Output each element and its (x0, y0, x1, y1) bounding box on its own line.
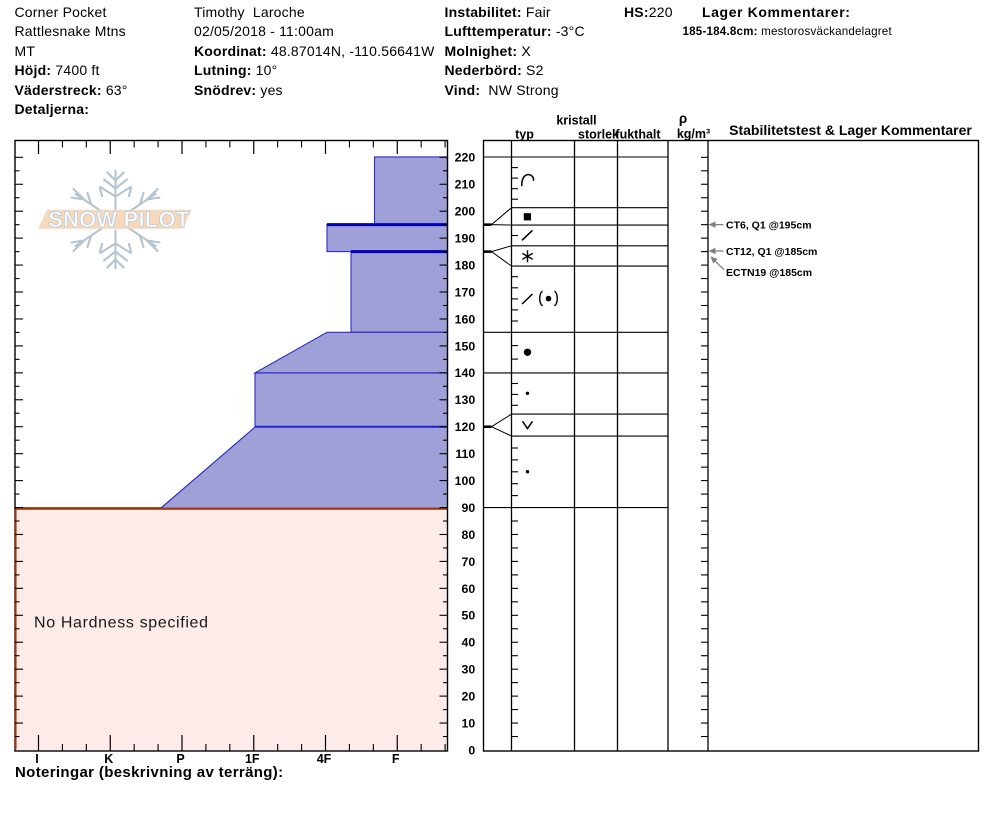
svg-text:90: 90 (462, 501, 476, 515)
svg-text:CT6, Q1 @195cm: CT6, Q1 @195cm (726, 220, 812, 232)
svg-text:220: 220 (455, 151, 476, 165)
svg-text:4F: 4F (317, 752, 332, 766)
svg-text:180: 180 (455, 258, 476, 272)
svg-text:80: 80 (462, 528, 476, 542)
svg-text:190: 190 (455, 232, 476, 246)
svg-text:ECTN19 @185cm: ECTN19 @185cm (726, 267, 812, 279)
svg-text:140: 140 (455, 366, 476, 380)
svg-text:150: 150 (455, 339, 476, 353)
svg-text:kg/m³: kg/m³ (677, 127, 710, 141)
svg-text:typ: typ (515, 128, 534, 142)
svg-text:30: 30 (462, 663, 476, 677)
svg-text:0: 0 (468, 743, 475, 757)
svg-text:1F: 1F (245, 752, 260, 766)
svg-text:fukthalt: fukthalt (615, 128, 661, 142)
svg-text:Stabilitetstest & Lager Kommen: Stabilitetstest & Lager Kommentarer (729, 122, 972, 138)
svg-text:110: 110 (455, 447, 475, 461)
svg-text:210: 210 (455, 178, 476, 192)
svg-text:170: 170 (455, 285, 476, 299)
svg-text:K: K (104, 752, 113, 766)
svg-text:storlek: storlek (578, 128, 619, 142)
svg-text:100: 100 (455, 474, 476, 488)
svg-text:160: 160 (455, 312, 476, 326)
svg-text:60: 60 (462, 582, 476, 596)
svg-text:20: 20 (462, 690, 476, 704)
svg-text:200: 200 (455, 205, 476, 219)
svg-text:kristall: kristall (556, 114, 596, 128)
svg-text:40: 40 (462, 636, 476, 650)
svg-text:I: I (35, 752, 38, 766)
svg-text:10: 10 (462, 716, 476, 730)
svg-text:P: P (176, 752, 184, 766)
svg-text:50: 50 (462, 609, 476, 623)
svg-text:120: 120 (455, 420, 476, 434)
svg-text:130: 130 (455, 393, 476, 407)
svg-text:SNOW PILOT: SNOW PILOT (48, 207, 190, 232)
svg-text:F: F (392, 752, 400, 766)
svg-text:ρ: ρ (679, 111, 687, 126)
svg-text:CT12, Q1 @185cm: CT12, Q1 @185cm (726, 246, 817, 258)
svg-text:No Hardness specified: No Hardness specified (34, 614, 209, 631)
svg-text:70: 70 (462, 555, 476, 569)
